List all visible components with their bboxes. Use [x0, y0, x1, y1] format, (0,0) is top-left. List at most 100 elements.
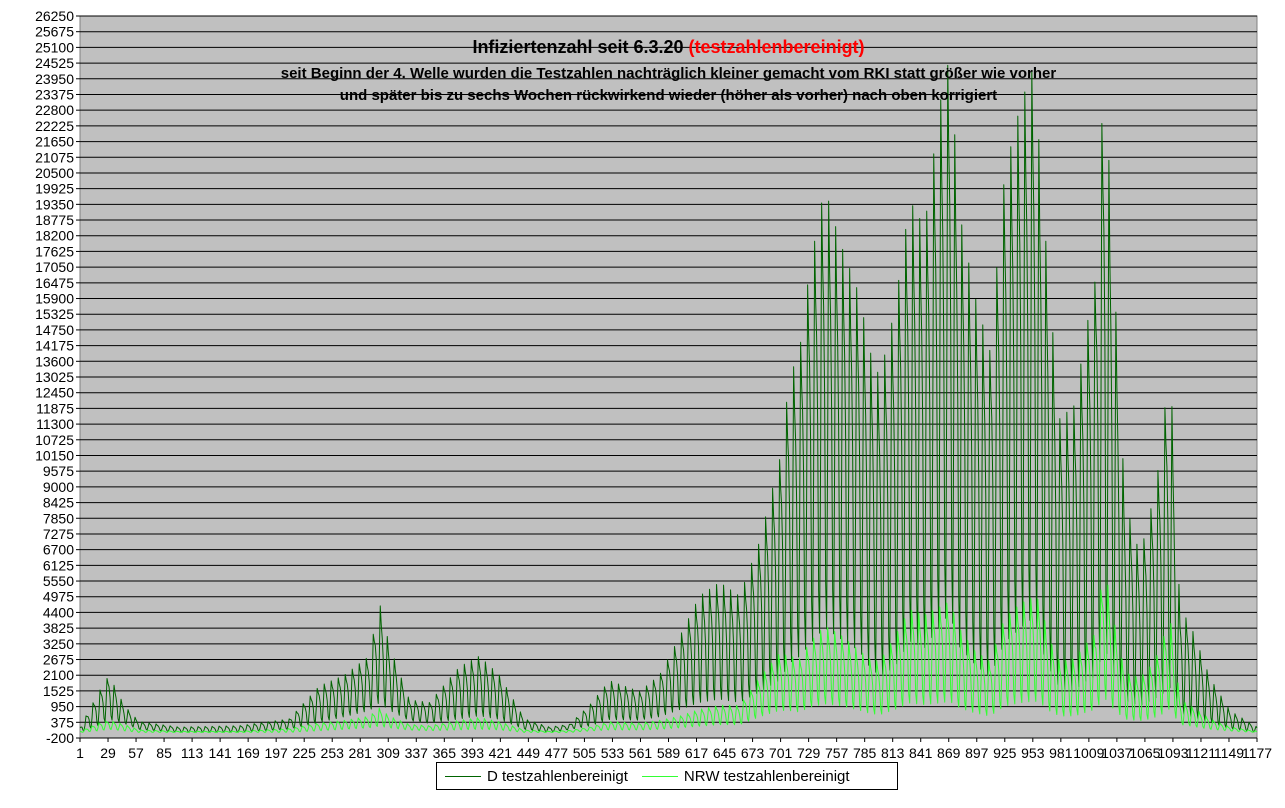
- x-tick-label: 1: [76, 745, 84, 761]
- x-tick-label: 561: [629, 745, 653, 761]
- x-tick-label: 225: [293, 745, 317, 761]
- y-tick-label: 5550: [43, 573, 74, 589]
- legend-label-d: D testzahlenbereinigt: [487, 767, 628, 785]
- y-tick-label: 1525: [43, 683, 74, 699]
- x-tick-label: 869: [937, 745, 961, 761]
- y-tick-label: 13025: [35, 369, 74, 385]
- legend-label-nrw: NRW testzahlenbereinigt: [683, 767, 850, 785]
- y-tick-label: 26250: [35, 8, 74, 24]
- y-tick-label: 18775: [35, 212, 74, 228]
- x-tick-label: 197: [264, 745, 288, 761]
- x-tick-label: 1093: [1157, 745, 1188, 761]
- y-tick-label: 25100: [35, 39, 74, 55]
- series-lines: [79, 64, 1258, 733]
- chart-title-main: Infiziertenzahl seit 6.3.20: [472, 37, 684, 57]
- y-tick-label: 10725: [35, 432, 74, 448]
- y-tick-label: 12450: [35, 385, 74, 401]
- y-tick-label: 6125: [43, 557, 74, 573]
- y-tick-label: 7275: [43, 526, 74, 542]
- x-tick-label: 1065: [1129, 745, 1160, 761]
- y-tick-label: 9000: [43, 479, 74, 495]
- x-tick-label: 953: [1021, 745, 1045, 761]
- x-tick-label: 281: [349, 745, 373, 761]
- x-tick-label: 337: [405, 745, 429, 761]
- y-tick-label: 4975: [43, 589, 74, 605]
- y-tick-label: 3825: [43, 620, 74, 636]
- y-tick-label: 11875: [36, 400, 74, 416]
- y-tick-label: 9575: [43, 463, 74, 479]
- y-tick-label: 13600: [35, 353, 74, 369]
- y-tick-label: 16475: [35, 275, 74, 291]
- x-tick-label: 897: [965, 745, 989, 761]
- y-tick-label: 23375: [35, 86, 74, 102]
- x-tick-label: 141: [208, 745, 232, 761]
- x-tick-label: 253: [321, 745, 345, 761]
- y-tick-label: 17625: [35, 243, 74, 259]
- x-tick-label: 729: [797, 745, 821, 761]
- x-tick-label: 841: [909, 745, 933, 761]
- legend-swatch-d: [445, 775, 481, 777]
- y-tick-label: 25675: [35, 24, 74, 40]
- x-tick-label: 1149: [1214, 745, 1244, 761]
- x-tick-label: 169: [236, 745, 260, 761]
- y-tick-label: 2100: [43, 667, 74, 683]
- x-tick-label: 925: [993, 745, 1017, 761]
- x-tick-label: 57: [128, 745, 144, 761]
- x-tick-label: 449: [517, 745, 541, 761]
- y-tick-label: 15325: [35, 306, 74, 322]
- y-tick-label: 950: [51, 699, 75, 715]
- y-tick-label: 20500: [35, 165, 74, 181]
- y-tick-label: -200: [46, 730, 74, 746]
- x-tick-labels: 1 29 57 85 113 141 169 197 225 253 281 309 337 365 393…: [76, 738, 1272, 761]
- y-tick-label: 375: [51, 714, 75, 730]
- x-tick-label: 533: [601, 745, 625, 761]
- chart-title: Infiziertenzahl seit 6.3.20 (testzahlenb…: [80, 37, 1257, 58]
- x-tick-label: 29: [100, 745, 116, 761]
- y-tick-label: 24525: [35, 55, 74, 71]
- y-tick-label: 21650: [35, 134, 74, 150]
- x-tick-label: 617: [685, 745, 709, 761]
- x-tick-label: 309: [377, 745, 401, 761]
- x-tick-label: 981: [1049, 745, 1073, 761]
- legend-item-d: D testzahlenbereinigt: [445, 768, 628, 785]
- x-tick-label: 813: [881, 745, 905, 761]
- legend: D testzahlenbereinigt NRW testzahlenbere…: [436, 762, 898, 790]
- y-tick-label: 22225: [35, 118, 74, 134]
- x-tick-label: 701: [769, 745, 793, 761]
- x-tick-label: 365: [433, 745, 457, 761]
- y-tick-labels: -200375950152521002675325038254400497555…: [35, 8, 74, 746]
- series-line-0: [79, 64, 1258, 733]
- chart-title-highlight: (testzahlenbereinigt): [688, 37, 865, 57]
- x-tick-label: 785: [853, 745, 877, 761]
- legend-swatch-nrw: [641, 775, 678, 777]
- y-tick-label: 8425: [43, 495, 74, 511]
- y-tick-label: 2675: [43, 652, 74, 668]
- chart-subtitle-line-1: seit Beginn der 4. Welle wurden die Test…: [280, 65, 1057, 82]
- y-tick-label: 19350: [35, 196, 74, 212]
- y-tick-label: 6700: [43, 542, 74, 558]
- y-tick-label: 21075: [35, 149, 74, 165]
- y-tick-label: 14175: [35, 338, 74, 354]
- y-tick-label: 14750: [35, 322, 74, 338]
- y-tick-label: 11300: [36, 416, 74, 432]
- x-tick-label: 421: [489, 745, 513, 761]
- x-tick-label: 1121: [1186, 745, 1216, 761]
- x-tick-label: 85: [156, 745, 172, 761]
- x-tick-label: 1177: [1242, 745, 1272, 761]
- chart-subtitle-line-2: und später bis zu sechs Wochen rückwirke…: [339, 87, 998, 104]
- y-tick-label: 15900: [35, 291, 74, 307]
- x-tick-label: 1009: [1073, 745, 1104, 761]
- x-tick-label: 589: [657, 745, 681, 761]
- x-tick-label: 113: [181, 745, 204, 761]
- y-tick-label: 3250: [43, 636, 74, 652]
- legend-item-nrw: NRW testzahlenbereinigt: [641, 767, 850, 785]
- x-tick-label: 505: [573, 745, 597, 761]
- x-tick-label: 645: [713, 745, 737, 761]
- x-tick-label: 393: [461, 745, 485, 761]
- y-tick-label: 22800: [35, 102, 74, 118]
- y-tick-label: 10150: [35, 447, 74, 463]
- series-line-1: [80, 584, 1258, 733]
- y-tick-label: 18200: [35, 228, 74, 244]
